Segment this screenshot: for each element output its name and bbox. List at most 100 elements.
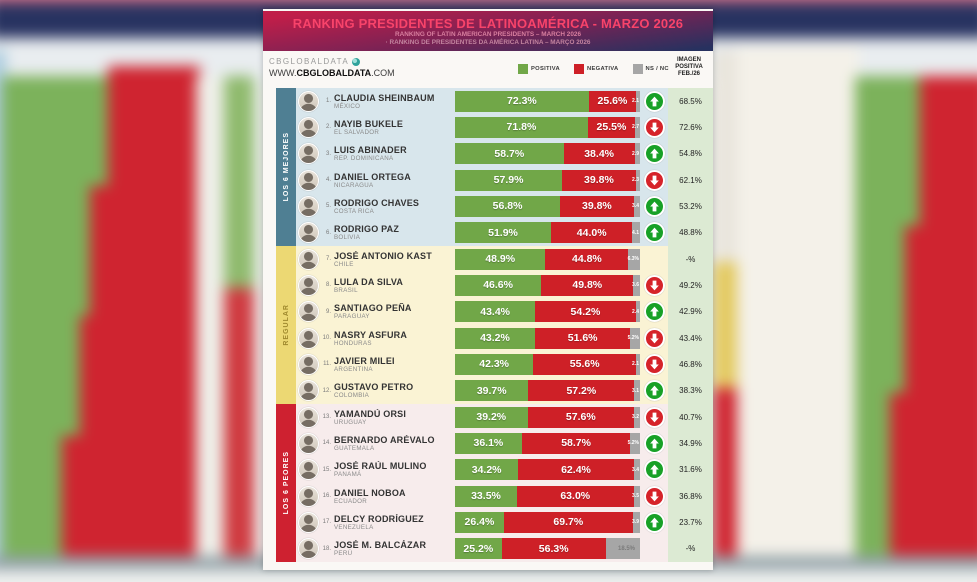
nsnc-value-label: 3.9 bbox=[632, 519, 639, 526]
president-country: URUGUAY bbox=[334, 418, 367, 426]
president-name-block: SANTIAGO PEÑA PARAGUAY bbox=[334, 303, 455, 320]
arrow-up-icon bbox=[649, 438, 659, 449]
president-name: SANTIAGO PEÑA bbox=[334, 303, 412, 314]
avatar-cell bbox=[296, 222, 320, 244]
nsnc-bar-segment bbox=[630, 432, 640, 454]
avatar-cell bbox=[296, 380, 320, 402]
trend-arrow-cell bbox=[640, 511, 668, 533]
approval-bar: 36.1% 58.7% 5.2% bbox=[455, 432, 640, 454]
approval-bar: 51.9% 44.0% 4.1 bbox=[455, 222, 640, 244]
negative-bar-segment: 54.2% bbox=[535, 301, 636, 323]
president-country: EL SALVADOR bbox=[334, 128, 380, 136]
trend-arrow-cell bbox=[640, 353, 668, 375]
positive-bar-segment: 33.5% bbox=[455, 485, 517, 507]
approval-bar: 58.7% 38.4% 2.9 bbox=[455, 143, 640, 165]
arrow-up-icon bbox=[649, 517, 659, 528]
positive-bar-segment: 51.9% bbox=[455, 222, 551, 244]
nsnc-bar-segment bbox=[632, 511, 640, 533]
arrow-up-icon bbox=[649, 385, 659, 396]
legend: POSITIVA NEGATIVA NS / NC bbox=[518, 64, 669, 74]
nsnc-bar-segment bbox=[628, 248, 640, 270]
president-name: NAYIB BUKELE bbox=[334, 118, 404, 129]
subtitle-english: RANKING OF LATIN AMERICAN PRESIDENTS – M… bbox=[394, 31, 582, 38]
president-country: VENEZUELA bbox=[334, 523, 374, 531]
president-avatar bbox=[297, 380, 319, 402]
president-name-block: JAVIER MILEI ARGENTINA bbox=[334, 356, 455, 373]
previous-image-value: 38.3% bbox=[668, 377, 713, 404]
infographic-panel: RANKING PRESIDENTES DE LATINOAMÉRICA - M… bbox=[263, 9, 713, 570]
positive-bar-segment: 34.2% bbox=[455, 459, 519, 481]
ranking-row: 14. BERNARDO ARÉVALO GUATEMALA 36.1% 58.… bbox=[296, 430, 713, 457]
president-name-block: JOSÉ ANTONIO KAST CHILE bbox=[334, 251, 455, 268]
positive-bar-segment: 42.3% bbox=[455, 353, 534, 375]
ranking-section: LOS 6 MEJORES 1. CLAUDIA SHEINBAUM MÉXIC… bbox=[276, 88, 713, 246]
previous-image-value: 46.8% bbox=[668, 351, 713, 378]
president-country: GUATEMALA bbox=[334, 444, 375, 452]
president-name-block: RODRIGO CHAVES COSTA RICA bbox=[334, 198, 455, 215]
previous-image-value: 31.6% bbox=[668, 456, 713, 483]
trend-up-badge bbox=[643, 143, 665, 165]
president-name: LUIS ABINADER bbox=[334, 145, 407, 156]
approval-bar: 39.2% 57.6% 3.2 bbox=[455, 406, 640, 428]
rank-number: 8. bbox=[325, 282, 331, 289]
positive-bar-segment: 48.9% bbox=[455, 248, 546, 270]
section-label: LOS 6 MEJORES bbox=[282, 132, 290, 202]
arrow-down-icon bbox=[649, 122, 659, 133]
previous-image-column-header: IMAGEN POSITIVA FEB./26 bbox=[675, 57, 703, 77]
ranking-row: 7. JOSÉ ANTONIO KAST CHILE 48.9% 44.8% 6… bbox=[296, 246, 713, 273]
president-name: NASRY ASFURA bbox=[334, 329, 408, 340]
trend-arrow-cell bbox=[640, 327, 668, 349]
approval-bar: 34.2% 62.4% 3.4 bbox=[455, 459, 640, 481]
nsnc-value-label: 5.2% bbox=[627, 440, 639, 447]
president-name-block: DELCY RODRÍGUEZ VENEZUELA bbox=[334, 514, 455, 531]
nsnc-value-label: 18.5% bbox=[617, 545, 635, 552]
negative-bar-segment: 69.7% bbox=[503, 511, 633, 533]
negative-bar-segment: 51.6% bbox=[534, 327, 631, 349]
ranking-row: 5. RODRIGO CHAVES COSTA RICA 56.8% 39.8%… bbox=[296, 193, 713, 220]
rank-number: 9. bbox=[325, 308, 331, 315]
rank-number: 3. bbox=[325, 150, 331, 157]
arrow-up-icon bbox=[649, 96, 659, 107]
avatar-cell bbox=[296, 538, 320, 560]
president-name-block: JOSÉ M. BALCÁZAR PERÚ bbox=[334, 540, 455, 557]
president-country: NICARAGUA bbox=[334, 181, 374, 189]
president-avatar bbox=[297, 327, 319, 349]
previous-image-value: -% bbox=[668, 535, 713, 562]
negative-bar-segment: 39.8% bbox=[562, 169, 636, 191]
previous-image-value: 62.1% bbox=[668, 166, 713, 194]
president-name: GUSTAVO PETRO bbox=[334, 382, 414, 393]
previous-image-value: 42.9% bbox=[668, 298, 713, 325]
avatar-cell bbox=[296, 353, 320, 375]
nsnc-bar-segment bbox=[630, 327, 640, 349]
negative-bar-segment: 57.6% bbox=[527, 406, 635, 428]
nsnc-bar-segment bbox=[633, 459, 640, 481]
approval-bar: 72.3% 25.6% 2.1 bbox=[455, 90, 640, 112]
avatar-cell bbox=[296, 90, 320, 112]
avatar-cell bbox=[296, 143, 320, 165]
president-country: COSTA RICA bbox=[334, 207, 375, 215]
president-name: CLAUDIA SHEINBAUM bbox=[334, 92, 435, 103]
negative-bar-segment: 44.8% bbox=[545, 248, 629, 270]
brand-and-legend-row: CBGLOBALDATA WWW.CBGLOBALDATA.COM POSITI… bbox=[263, 53, 713, 88]
president-country: ECUADOR bbox=[334, 497, 368, 505]
positive-bar-segment: 43.2% bbox=[455, 327, 535, 349]
president-avatar bbox=[297, 485, 319, 507]
negative-bar-segment: 49.8% bbox=[541, 274, 634, 296]
trend-down-badge bbox=[643, 406, 665, 428]
nsnc-bar-segment bbox=[634, 143, 640, 165]
approval-bar: 48.9% 44.8% 6.3% bbox=[455, 248, 640, 270]
trend-up-badge bbox=[643, 459, 665, 481]
trend-down-badge bbox=[643, 274, 665, 296]
legend-item-nsnc: NS / NC bbox=[632, 64, 669, 74]
approval-bar: 46.6% 49.8% 3.6 bbox=[455, 274, 640, 296]
section-band: LOS 6 PEORES bbox=[276, 404, 296, 562]
brand-url: WWW.CBGLOBALDATA.COM bbox=[269, 68, 395, 78]
trend-down-badge bbox=[643, 116, 665, 138]
trend-arrow-cell bbox=[640, 274, 668, 296]
trend-down-badge bbox=[643, 353, 665, 375]
brand-logo: CBGLOBALDATA WWW.CBGLOBALDATA.COM bbox=[269, 57, 395, 78]
trend-arrow-cell bbox=[640, 169, 668, 191]
president-country: PARAGUAY bbox=[334, 313, 370, 321]
ranking-row: 15. JOSÉ RAÚL MULINO PANAMÁ 34.2% 62.4% … bbox=[296, 456, 713, 483]
avatar-cell bbox=[296, 274, 320, 296]
